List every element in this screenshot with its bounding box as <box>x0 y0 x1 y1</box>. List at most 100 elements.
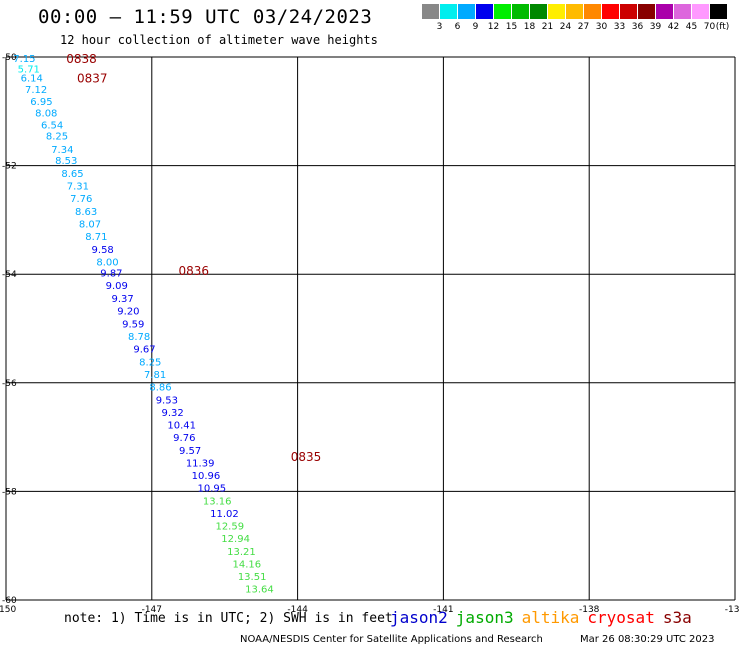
credit-text: NOAA/NESDIS Center for Satellite Applica… <box>240 634 543 645</box>
color-scale-label: 18 <box>523 22 536 32</box>
wave-height-label: 6.14 <box>21 74 43 85</box>
color-scale-label: 42 <box>667 22 680 32</box>
color-scale-label: 39 <box>649 22 662 32</box>
wave-height-label: 9.09 <box>106 281 128 292</box>
wave-height-label: 8.08 <box>35 108 57 119</box>
color-scale-label: 33 <box>613 22 626 32</box>
color-swatch <box>476 4 493 19</box>
wave-height-label: 12.59 <box>215 522 244 533</box>
wave-height-label: 8.25 <box>139 358 161 369</box>
wave-height-label: 14.16 <box>232 560 261 571</box>
color-swatch <box>494 4 511 19</box>
chart-title: 00:00 – 11:59 UTC 03/24/2023 <box>38 6 373 28</box>
generation-timestamp: Mar 26 08:30:29 UTC 2023 <box>580 634 715 645</box>
wave-height-label: 9.76 <box>173 433 195 444</box>
color-scale-label: 6 <box>454 22 461 32</box>
x-tick-label: -144 <box>287 605 308 615</box>
wave-height-label: 13.16 <box>203 497 232 508</box>
time-label: 0836 <box>179 264 210 278</box>
satellite-legend-item: cryosat <box>587 608 655 627</box>
axis-ticks: -150 -147 -144 -141 -138 -135 -50 -52 -54 -56 -58 -… <box>0 53 740 615</box>
wave-height-label: 9.58 <box>92 245 114 256</box>
wave-height-label: 9.32 <box>162 408 184 419</box>
color-scale-label: 45 <box>685 22 698 32</box>
time-label: 0838 <box>66 52 97 66</box>
color-swatch <box>548 4 565 19</box>
wave-height-label: 13.51 <box>238 572 267 583</box>
time-label: 0837 <box>77 72 108 86</box>
wave-height-label: 8.25 <box>46 132 68 143</box>
x-tick-label: -135 <box>725 605 740 615</box>
wave-height-label: 8.65 <box>61 169 83 180</box>
wave-height-label: 6.95 <box>30 97 52 108</box>
wave-height-label: 10.95 <box>197 484 226 495</box>
wave-height-label: 11.39 <box>186 459 215 470</box>
color-scale-label: 70 <box>703 22 716 32</box>
color-scale-label: 3 <box>436 22 443 32</box>
color-swatch <box>530 4 547 19</box>
color-swatch <box>422 4 439 19</box>
wave-height-label: 7.81 <box>144 370 166 381</box>
y-tick-label: -60 <box>2 596 17 606</box>
wave-height-label: 8.53 <box>55 156 77 167</box>
footer-note: note: 1) Time is in UTC; 2) SWH is in fe… <box>64 611 393 626</box>
color-scale-label: 27 <box>577 22 590 32</box>
x-tick-label: -147 <box>142 605 162 615</box>
color-swatch <box>656 4 673 19</box>
wave-height-label: 9.67 <box>133 345 155 356</box>
color-scale-label: 12 <box>487 22 500 32</box>
y-tick-label: -54 <box>2 270 17 280</box>
wave-height-label: 7.31 <box>67 182 89 193</box>
y-tick-label: -50 <box>2 53 17 63</box>
wave-height-label: 6.54 <box>41 120 63 131</box>
color-swatch <box>620 4 637 19</box>
chart-subtitle: 12 hour collection of altimeter wave hei… <box>60 33 378 47</box>
color-scale-label: 15 <box>505 22 518 32</box>
color-swatch <box>584 4 601 19</box>
y-tick-label: -58 <box>2 487 17 497</box>
wave-height-label: 8.63 <box>75 207 97 218</box>
wave-height-label: 9.53 <box>156 396 178 407</box>
wave-height-label: 8.86 <box>149 383 171 394</box>
wave-height-label: 10.96 <box>192 471 221 482</box>
y-tick-label: -52 <box>2 162 17 172</box>
wave-height-label: 7.34 <box>51 145 73 156</box>
color-scale-label: 30 <box>595 22 608 32</box>
color-swatch <box>512 4 529 19</box>
color-swatch <box>458 4 475 19</box>
color-swatch <box>674 4 691 19</box>
x-tick-label: -138 <box>579 605 600 615</box>
wave-height-label: 9.57 <box>179 446 201 457</box>
wave-height-label: 8.07 <box>79 220 101 231</box>
color-swatch <box>710 4 727 19</box>
wave-height-label: 7.15 <box>13 54 35 65</box>
wave-height-label: 8.00 <box>96 258 118 269</box>
wave-height-label: 8.78 <box>128 332 150 343</box>
wave-height-label: 9.20 <box>117 307 139 318</box>
wave-height-label: 5.71 <box>18 64 40 75</box>
satellite-legend: jason2 jason3 altika cryosat s3a <box>390 608 700 627</box>
grid-layer <box>5 56 736 601</box>
x-tick-label: -141 <box>433 605 453 615</box>
color-scale-label: 24 <box>559 22 572 32</box>
wave-height-label: 11.02 <box>210 509 239 520</box>
wave-height-label: 12.94 <box>221 534 250 545</box>
wave-height-label: 7.12 <box>25 85 47 96</box>
color-scale-label: 9 <box>472 22 479 32</box>
wave-height-label: 13.64 <box>245 585 274 596</box>
satellite-legend-item: altika <box>521 608 580 627</box>
color-swatch <box>440 4 457 19</box>
data-points: 7.155.716.147.126.958.086.548.257.348.53… <box>13 54 273 596</box>
wave-height-label: 9.37 <box>111 294 133 305</box>
wave-height-label: 8.71 <box>85 232 107 243</box>
wave-height-label: 10.41 <box>167 421 196 432</box>
color-scale-label: 36 <box>631 22 644 32</box>
color-swatch <box>566 4 583 19</box>
satellite-legend-item: s3a <box>662 608 692 627</box>
wave-height-label: 7.76 <box>70 194 92 205</box>
color-scale-label: 21 <box>541 22 554 32</box>
time-labels: 0838 0837 0836 0835 <box>66 52 321 464</box>
satellite-legend-item: jason3 <box>455 608 514 627</box>
wave-height-label: 9.87 <box>100 269 122 280</box>
